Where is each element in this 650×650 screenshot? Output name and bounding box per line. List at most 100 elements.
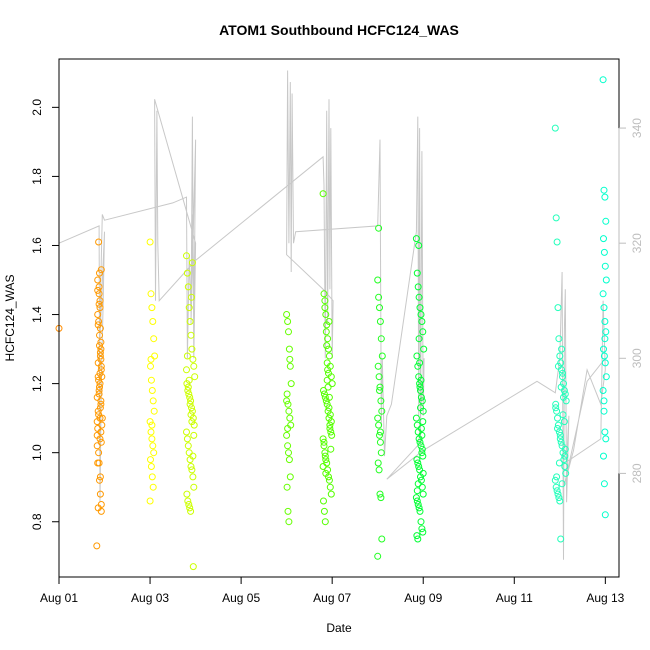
data-point xyxy=(325,393,333,401)
data-point xyxy=(602,435,610,443)
data-point xyxy=(321,518,329,526)
data-point xyxy=(183,352,191,360)
data-point xyxy=(325,345,332,353)
data-point xyxy=(95,449,103,457)
data-point xyxy=(558,345,566,353)
data-point xyxy=(320,387,327,394)
data-point xyxy=(185,304,193,312)
data-point xyxy=(324,335,332,343)
data-point xyxy=(554,425,561,432)
data-point xyxy=(183,269,191,277)
data-point xyxy=(326,483,334,491)
data-point xyxy=(96,352,104,360)
data-point xyxy=(553,407,561,415)
right-tick-label: 300 xyxy=(630,348,644,368)
series-5 xyxy=(283,311,295,526)
data-point xyxy=(375,466,383,474)
data-point xyxy=(561,452,569,460)
data-point xyxy=(183,366,190,374)
data-point xyxy=(187,507,195,515)
data-point xyxy=(97,338,105,346)
data-point xyxy=(95,318,103,325)
data-point xyxy=(185,449,193,457)
data-point xyxy=(96,369,104,377)
data-point xyxy=(97,400,105,408)
data-point xyxy=(324,466,332,474)
data-point xyxy=(320,290,328,298)
data-point xyxy=(183,252,190,260)
data-point xyxy=(319,463,327,470)
data-point xyxy=(556,352,564,360)
data-point xyxy=(146,497,154,505)
data-point xyxy=(559,449,567,457)
data-point xyxy=(413,421,421,429)
data-point xyxy=(321,449,329,457)
series-2 xyxy=(93,238,106,550)
data-point xyxy=(415,335,423,343)
data-point xyxy=(94,373,102,381)
data-point xyxy=(285,449,292,457)
data-point xyxy=(150,449,158,457)
data-point xyxy=(94,276,102,284)
data-point xyxy=(283,311,291,318)
data-point xyxy=(184,442,192,450)
data-point xyxy=(601,359,609,367)
data-point xyxy=(190,362,198,370)
data-point xyxy=(95,411,103,419)
data-point xyxy=(560,456,568,464)
data-point xyxy=(146,418,154,426)
data-point xyxy=(417,425,425,432)
data-point xyxy=(146,238,154,246)
data-point xyxy=(323,359,331,367)
data-point xyxy=(600,397,608,405)
data-point xyxy=(184,497,192,505)
data-point xyxy=(147,355,155,363)
data-point xyxy=(601,318,609,325)
x-tick-label: Aug 13 xyxy=(586,591,624,605)
data-point xyxy=(321,304,329,312)
data-point xyxy=(188,345,196,353)
data-point xyxy=(560,393,567,401)
data-point xyxy=(377,397,385,405)
data-point xyxy=(96,490,104,498)
data-point xyxy=(321,393,329,401)
data-point xyxy=(412,235,420,243)
data-point xyxy=(321,297,329,305)
data-point xyxy=(325,318,333,325)
data-point xyxy=(320,507,328,515)
data-point xyxy=(414,501,422,508)
data-point xyxy=(600,352,608,360)
plot-frame xyxy=(58,58,620,578)
data-point xyxy=(415,463,423,470)
series-9 xyxy=(551,124,570,543)
data-point xyxy=(147,362,154,370)
data-point xyxy=(189,563,197,571)
data-point xyxy=(320,442,328,450)
data-point xyxy=(322,469,330,477)
data-point xyxy=(95,387,103,394)
data-point xyxy=(190,421,198,429)
data-point xyxy=(96,473,104,481)
data-point xyxy=(147,376,155,384)
data-point xyxy=(551,476,559,484)
data-point xyxy=(376,438,384,446)
track-line xyxy=(58,70,606,560)
data-point xyxy=(96,342,103,350)
data-point xyxy=(189,355,197,363)
data-point xyxy=(600,248,608,256)
data-point xyxy=(556,497,564,505)
data-point xyxy=(416,507,424,515)
data-point xyxy=(93,393,101,401)
data-point xyxy=(95,290,103,298)
data-point xyxy=(319,435,327,443)
data-point xyxy=(414,459,422,467)
data-point xyxy=(93,418,101,426)
data-point xyxy=(555,428,563,436)
data-point xyxy=(561,390,569,398)
data-point xyxy=(600,186,608,194)
data-point xyxy=(97,266,105,274)
data-point xyxy=(188,466,196,474)
data-point xyxy=(376,490,384,498)
data-point xyxy=(557,535,565,543)
data-point xyxy=(94,286,102,294)
